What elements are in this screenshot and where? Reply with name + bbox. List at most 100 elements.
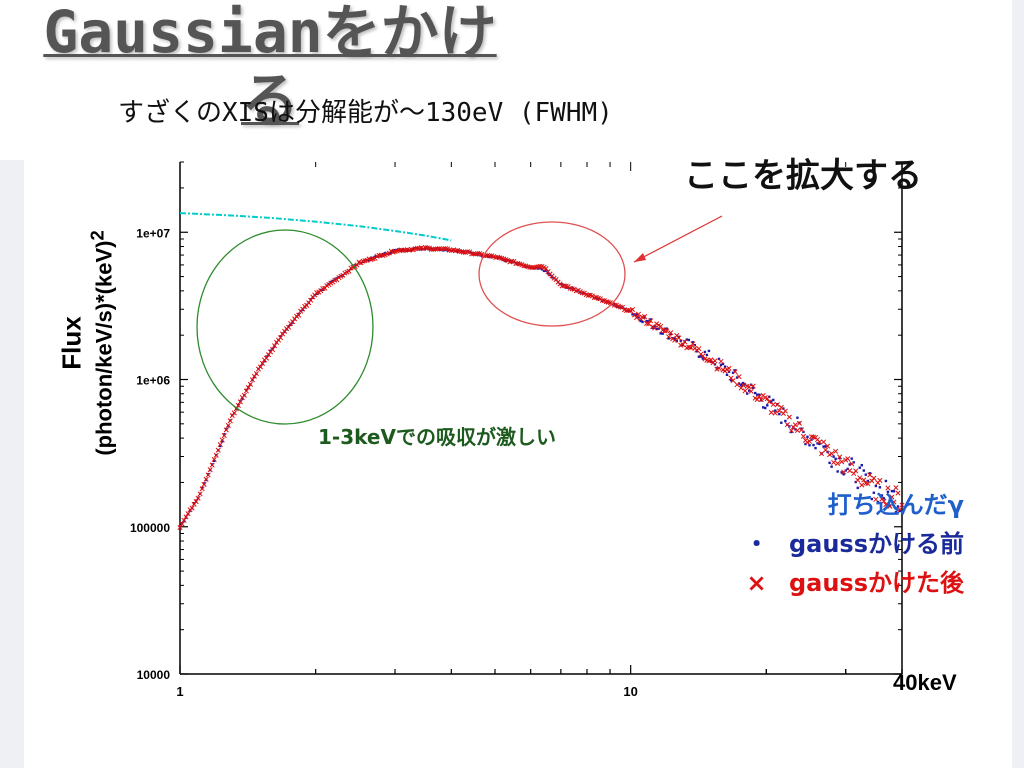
series-before-point bbox=[753, 391, 757, 395]
series-before-point bbox=[675, 340, 678, 343]
series-after-point bbox=[895, 490, 901, 496]
legend-item-before: ・ gaussかける前 bbox=[733, 525, 964, 564]
series-after-point bbox=[819, 451, 825, 457]
energy-limit-label: 40keV bbox=[893, 670, 957, 695]
series-before-point bbox=[699, 355, 703, 358]
series-before-point bbox=[758, 393, 761, 396]
series-after-point bbox=[766, 399, 772, 405]
series-after-point bbox=[782, 408, 788, 414]
series-before-point bbox=[500, 257, 503, 261]
series-before-point bbox=[766, 404, 769, 407]
series-after-point bbox=[853, 468, 859, 474]
series-before-point bbox=[311, 296, 314, 299]
series-before-point bbox=[900, 504, 904, 508]
series-after-point bbox=[195, 495, 201, 501]
series-after-point bbox=[796, 420, 802, 426]
y-tick-label: 10000 bbox=[137, 668, 171, 682]
series-before-point bbox=[544, 269, 548, 272]
series-before-point bbox=[456, 250, 459, 254]
series-before-point bbox=[470, 251, 473, 255]
series-after-point bbox=[475, 250, 481, 257]
series-after-point bbox=[247, 381, 253, 387]
series-after-point bbox=[774, 402, 780, 408]
series-after-point bbox=[847, 468, 853, 474]
series-before-point bbox=[886, 490, 890, 494]
series-before-point bbox=[830, 465, 833, 468]
series-after-point bbox=[629, 307, 636, 313]
legend-item-injected: 打ち込んだγ bbox=[733, 486, 964, 525]
series-before-point bbox=[697, 355, 701, 358]
series-before-point bbox=[212, 459, 216, 462]
series-before-point bbox=[369, 256, 373, 259]
iron-line-region-circle bbox=[478, 221, 626, 327]
series-before-point bbox=[894, 511, 898, 514]
series-before-point bbox=[383, 251, 387, 255]
series-after-point bbox=[837, 454, 843, 460]
series-after-point bbox=[865, 480, 871, 487]
series-before-point bbox=[876, 500, 880, 504]
series-before-point bbox=[890, 489, 894, 493]
series-before-point bbox=[848, 463, 851, 466]
right-frame-edge bbox=[1012, 0, 1024, 768]
series-after-point bbox=[633, 315, 640, 321]
series-before-point bbox=[717, 357, 721, 361]
series-before-point bbox=[762, 406, 765, 409]
series-before-point bbox=[796, 416, 799, 419]
series-after-point bbox=[738, 385, 744, 391]
series-before-point bbox=[896, 505, 900, 508]
series-after-point bbox=[225, 422, 231, 428]
series-before-point bbox=[870, 497, 874, 501]
series-before-point bbox=[774, 409, 777, 412]
series-before-point bbox=[864, 473, 867, 476]
series-after-point bbox=[652, 325, 658, 331]
series-after-point bbox=[177, 524, 183, 531]
series-after-point bbox=[424, 245, 430, 251]
series-after-point bbox=[897, 506, 903, 512]
series-after-point bbox=[278, 335, 284, 341]
series-before-point bbox=[784, 419, 787, 423]
series-after-point bbox=[800, 433, 807, 439]
series-before-point bbox=[790, 430, 793, 434]
series-before-point bbox=[751, 386, 755, 389]
series-after-point bbox=[263, 355, 270, 361]
series-before-point bbox=[188, 509, 192, 512]
series-before-point bbox=[516, 263, 520, 266]
series-before-point bbox=[808, 444, 811, 447]
series-before-point bbox=[241, 397, 244, 400]
series-after-point bbox=[845, 456, 851, 462]
series-after-point bbox=[696, 346, 702, 352]
series-before-point bbox=[631, 313, 634, 316]
series-after-point bbox=[688, 344, 694, 350]
series-before-point bbox=[667, 337, 670, 340]
series-before-point bbox=[862, 469, 865, 472]
series-after-point bbox=[253, 371, 259, 377]
series-before-point bbox=[202, 482, 206, 485]
series-after-point bbox=[537, 263, 543, 269]
series-before-point bbox=[868, 472, 872, 475]
series-after-point bbox=[770, 401, 776, 408]
slide-title: Gaussianをかける bbox=[43, 0, 497, 134]
series-before-point bbox=[291, 321, 294, 324]
series-after-point bbox=[893, 485, 899, 491]
series-before-point bbox=[391, 249, 395, 253]
series-before-point bbox=[705, 353, 709, 357]
series-before-point bbox=[486, 254, 489, 258]
series-after-point bbox=[625, 307, 632, 313]
series-before-point bbox=[832, 455, 835, 458]
series-after-point bbox=[249, 377, 255, 383]
series-after-point bbox=[487, 253, 493, 259]
series-after-point bbox=[690, 341, 696, 347]
series-after-point bbox=[181, 517, 187, 523]
series-after-point bbox=[883, 502, 889, 508]
series-before-point bbox=[221, 440, 224, 443]
series-before-point bbox=[641, 320, 644, 324]
series-after-point bbox=[664, 328, 670, 334]
series-before-point bbox=[532, 267, 536, 270]
series-after-point bbox=[215, 447, 221, 453]
series-before-point bbox=[780, 421, 783, 424]
series-after-point bbox=[662, 328, 668, 334]
series-after-point bbox=[414, 245, 420, 251]
series-after-point bbox=[271, 343, 278, 349]
series-before-point bbox=[725, 373, 729, 376]
